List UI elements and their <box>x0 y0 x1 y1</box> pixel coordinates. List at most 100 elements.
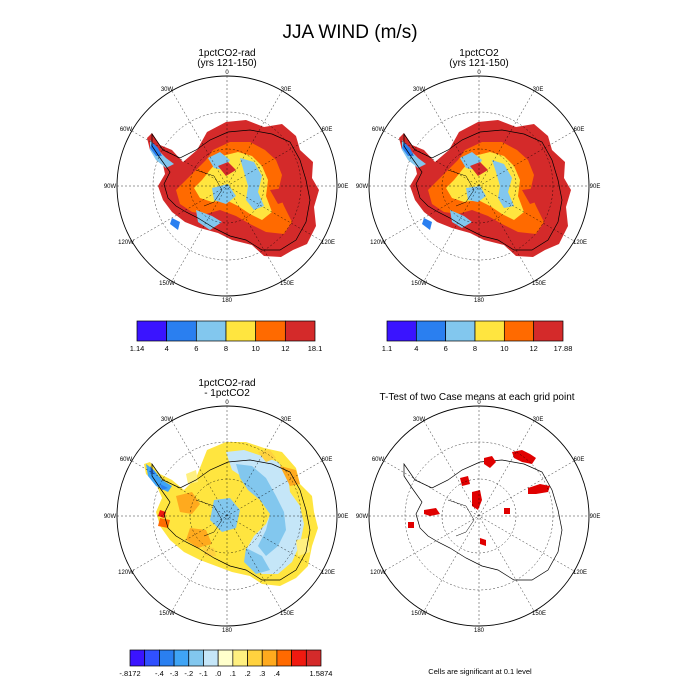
colorbar-label: 12 <box>281 344 289 353</box>
colorbar-label: 8 <box>473 344 477 353</box>
figure-title: JJA WIND (m/s) <box>282 22 417 43</box>
panel-title-line-2: (yrs 121-150) <box>449 58 508 69</box>
panel-ctl: 1pctCO2 (yrs 121-150) <box>356 48 601 304</box>
colorbar-box <box>261 649 278 667</box>
lon-label: 60E <box>322 457 333 463</box>
lon-label: 90W <box>356 514 369 520</box>
colorbar-label: -.8172 <box>119 669 140 678</box>
lon-label: 120W <box>118 240 134 246</box>
lon-label: 90W <box>104 514 117 520</box>
lon-label: 90E <box>590 514 601 520</box>
lon-label: 30E <box>281 87 292 93</box>
colorbar-box <box>129 649 146 667</box>
lon-label: 30W <box>161 417 174 423</box>
colorbar-label: .3 <box>259 669 265 678</box>
colorbar-label: 18.1 <box>308 344 323 353</box>
colorbar-box <box>474 320 505 342</box>
colorbar-box <box>195 320 227 342</box>
colorbar-label: -.3 <box>170 669 179 678</box>
colorbar-ctl: 1.1 4 6 8 10 12 17.88 <box>382 320 573 353</box>
colorbar-label: 17.88 <box>554 344 573 353</box>
panel-title-line-2: (yrs 121-150) <box>197 58 256 69</box>
lon-label: 30W <box>413 417 426 423</box>
lon-label: 180 <box>474 298 485 304</box>
lon-label: 60W <box>120 127 133 133</box>
lon-label: 30E <box>533 417 544 423</box>
significant-cell <box>528 484 550 494</box>
colorbar-label: 10 <box>500 344 508 353</box>
colorbar-label: 6 <box>444 344 448 353</box>
colorbar-box <box>305 649 322 667</box>
lon-label: 90E <box>590 184 601 190</box>
lon-label: 30W <box>161 87 174 93</box>
lon-label: 120E <box>321 570 335 576</box>
colorbar-label: .0 <box>215 669 221 678</box>
panel-diff: 1pctCO2-rad - 1pctCO2 0 30E 60E 90 <box>104 378 349 634</box>
colorbar-box <box>159 649 175 667</box>
panel-title-line-1: 1pctCO2-rad <box>198 378 255 389</box>
lon-label: 0 <box>225 400 229 406</box>
colorbar-box <box>232 649 248 667</box>
colorbar-box <box>276 649 292 667</box>
colorbar-box <box>225 320 257 342</box>
lon-label: 90E <box>338 184 349 190</box>
lon-label: 150E <box>532 281 546 287</box>
colorbar-label: 10 <box>251 344 259 353</box>
lon-label: 150W <box>411 611 427 617</box>
colorbar-rad: 1.14 4 6 8 10 12 18.1 <box>130 320 323 353</box>
lon-label: 120E <box>573 240 587 246</box>
lon-label: 90W <box>356 184 369 190</box>
lon-label: 120W <box>370 570 386 576</box>
significant-cell <box>472 490 482 510</box>
significant-cell <box>408 522 414 528</box>
colorbar-label: .2 <box>244 669 250 678</box>
panel-title-line-2: - 1pctCO2 <box>204 388 250 399</box>
colorbar-box <box>533 320 564 342</box>
colorbar-label: 6 <box>194 344 198 353</box>
panel-rad: 1pctCO2-rad (yrs 121-150) 0 30E 60E 90E … <box>104 48 349 304</box>
colorbar-box <box>445 320 476 342</box>
significant-cell <box>424 508 440 516</box>
panel-ttest: T-Test of two Case means at each grid po… <box>356 392 601 634</box>
colorbar-box <box>144 649 160 667</box>
significant-cell <box>460 476 470 486</box>
lon-label: 0 <box>225 70 229 76</box>
panel-title-line-1: 1pctCO2-rad <box>198 48 255 59</box>
lon-label: 180 <box>474 628 485 634</box>
lon-label: 180 <box>222 628 233 634</box>
lon-label: 150W <box>159 281 175 287</box>
lon-label: 0 <box>477 70 481 76</box>
panel-title: T-Test of two Case means at each grid po… <box>379 392 574 403</box>
colorbar-label: 1.5874 <box>310 669 333 678</box>
colorbar-label: .4 <box>274 669 280 678</box>
lon-label: 180 <box>222 298 233 304</box>
panel-title-line-1: 1pctCO2 <box>459 48 499 59</box>
colorbar-box <box>503 320 535 342</box>
lon-label: 60E <box>574 457 585 463</box>
lon-label: 30E <box>281 417 292 423</box>
significance-note: Cells are significant at 0.1 level <box>428 667 532 676</box>
colorbar-label: 4 <box>165 344 169 353</box>
colorbar-box <box>291 649 307 667</box>
colorbar-label: 8 <box>224 344 228 353</box>
lon-label: 120E <box>321 240 335 246</box>
lon-label: 120W <box>370 240 386 246</box>
colorbar-box <box>217 649 234 667</box>
significant-cell <box>484 456 496 468</box>
lon-label: 60E <box>322 127 333 133</box>
lon-label: 150E <box>532 611 546 617</box>
lon-label: 60W <box>120 457 133 463</box>
colorbar-box <box>203 649 219 667</box>
lon-label: 150E <box>280 281 294 287</box>
lon-label: 90W <box>104 184 117 190</box>
colorbar-label: 12 <box>529 344 537 353</box>
significant-cell <box>480 538 486 546</box>
significant-cells <box>408 450 550 546</box>
lon-label: 120W <box>118 570 134 576</box>
lon-label: 90E <box>338 514 349 520</box>
colorbar-label: .1 <box>230 669 236 678</box>
significant-cell <box>504 508 510 514</box>
lon-label: 60W <box>372 457 385 463</box>
colorbar-box <box>255 320 286 342</box>
colorbar-label: -.4 <box>155 669 164 678</box>
